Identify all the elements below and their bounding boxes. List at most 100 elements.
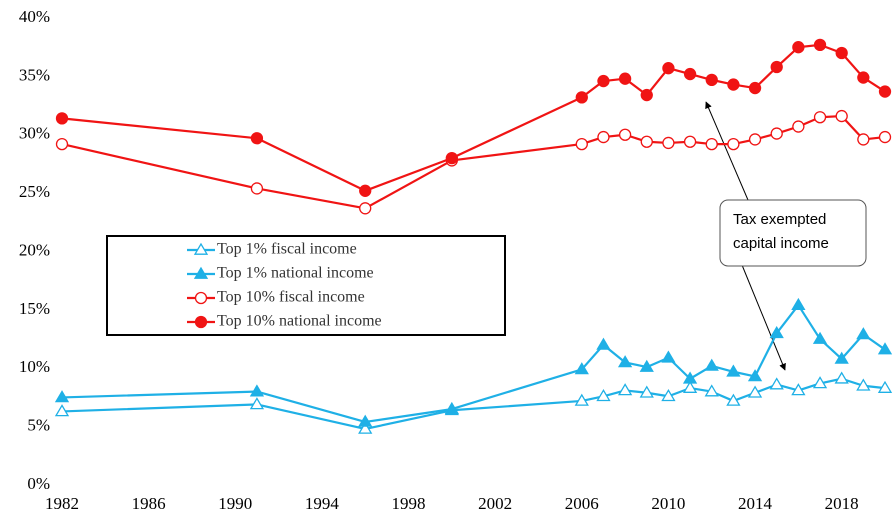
- legend-marker: [193, 266, 209, 279]
- marker: [596, 388, 611, 402]
- marker: [661, 388, 676, 402]
- marker: [597, 130, 610, 144]
- marker: [813, 38, 827, 52]
- legend-label: Top 1% national income: [217, 265, 374, 282]
- y-tick-label: 25%: [19, 182, 50, 201]
- marker: [596, 337, 611, 350]
- marker: [792, 120, 805, 133]
- marker: [748, 133, 762, 146]
- marker: [640, 135, 653, 148]
- series-line: [61, 43, 886, 192]
- annotation: Tax exempted capital income: [705, 101, 867, 371]
- marker: [747, 385, 763, 398]
- y-tick-label: 5%: [27, 416, 50, 435]
- marker: [640, 88, 653, 102]
- marker: [791, 297, 806, 311]
- marker: [662, 136, 675, 150]
- marker: [792, 41, 805, 54]
- x-tick-label: 2010: [651, 494, 685, 513]
- marker: [617, 355, 633, 368]
- y-tick-label: 20%: [19, 240, 50, 259]
- marker: [834, 351, 849, 364]
- marker: [444, 401, 459, 414]
- x-tick-label: 1994: [305, 494, 340, 513]
- marker: [727, 78, 740, 91]
- marker: [791, 383, 806, 396]
- marker: [358, 421, 373, 434]
- x-tick-label: 2018: [825, 494, 859, 513]
- annotation-text: Tax exempted: [733, 211, 826, 228]
- marker: [727, 137, 740, 151]
- annotation-arrow: [705, 101, 749, 201]
- marker: [770, 127, 783, 140]
- y-tick-label: 15%: [19, 299, 50, 318]
- marker: [835, 46, 848, 60]
- marker: [878, 130, 892, 144]
- marker: [575, 91, 588, 104]
- marker: [249, 397, 265, 410]
- y-tick-label: 30%: [19, 124, 50, 143]
- marker: [769, 377, 784, 390]
- legend-label: Top 10% fiscal income: [217, 289, 365, 306]
- annotation-text: capital income: [733, 235, 829, 252]
- marker: [359, 202, 372, 215]
- annotation-arrow: [741, 264, 786, 371]
- marker: [618, 128, 632, 141]
- legend-label: Top 10% national income: [217, 313, 382, 330]
- marker: [359, 184, 372, 197]
- marker: [857, 133, 870, 146]
- marker: [812, 376, 828, 389]
- marker: [618, 72, 632, 85]
- legend-marker: [194, 315, 208, 329]
- annotation-box: [719, 199, 867, 267]
- marker: [55, 137, 69, 151]
- marker: [834, 371, 849, 384]
- y-tick-label: 35%: [19, 65, 50, 84]
- x-tick-label: 2002: [478, 494, 512, 513]
- y-tick-label: 40%: [19, 7, 50, 26]
- legend: Top 1% fiscal income Top 1% national inco…: [106, 235, 506, 336]
- marker: [770, 60, 783, 74]
- marker: [250, 132, 264, 145]
- marker: [835, 109, 848, 123]
- marker: [682, 380, 698, 393]
- marker: [445, 151, 458, 165]
- legend-label: Top 1% fiscal income: [217, 241, 357, 258]
- marker: [575, 137, 588, 151]
- marker: [574, 393, 589, 406]
- marker: [878, 85, 892, 98]
- marker: [55, 112, 69, 125]
- marker: [877, 380, 893, 393]
- marker: [597, 74, 610, 88]
- marker: [813, 111, 827, 124]
- marker: [857, 71, 870, 84]
- x-tick-label: 1998: [392, 494, 426, 513]
- marker: [249, 384, 265, 397]
- marker: [661, 350, 676, 363]
- legend-box: [106, 235, 506, 336]
- x-tick-label: 1982: [45, 494, 79, 513]
- marker: [856, 378, 871, 391]
- x-tick-label: 1986: [132, 494, 166, 513]
- marker: [250, 182, 264, 195]
- marker: [683, 67, 697, 81]
- marker: [639, 385, 654, 398]
- marker: [682, 371, 698, 384]
- x-tick-label: 1990: [218, 494, 252, 513]
- marker: [574, 362, 589, 375]
- marker: [877, 342, 893, 355]
- marker: [54, 390, 70, 403]
- marker: [856, 327, 871, 340]
- marker: [358, 414, 373, 427]
- marker: [639, 359, 654, 372]
- marker: [726, 364, 741, 377]
- marker: [812, 331, 828, 344]
- legend-marker: [194, 291, 208, 305]
- x-tick-label: 2006: [565, 494, 599, 513]
- y-tick-label: 0%: [27, 474, 50, 493]
- marker: [617, 383, 633, 396]
- marker: [726, 393, 741, 406]
- marker: [747, 369, 763, 382]
- y-tick-label: 10%: [19, 357, 50, 376]
